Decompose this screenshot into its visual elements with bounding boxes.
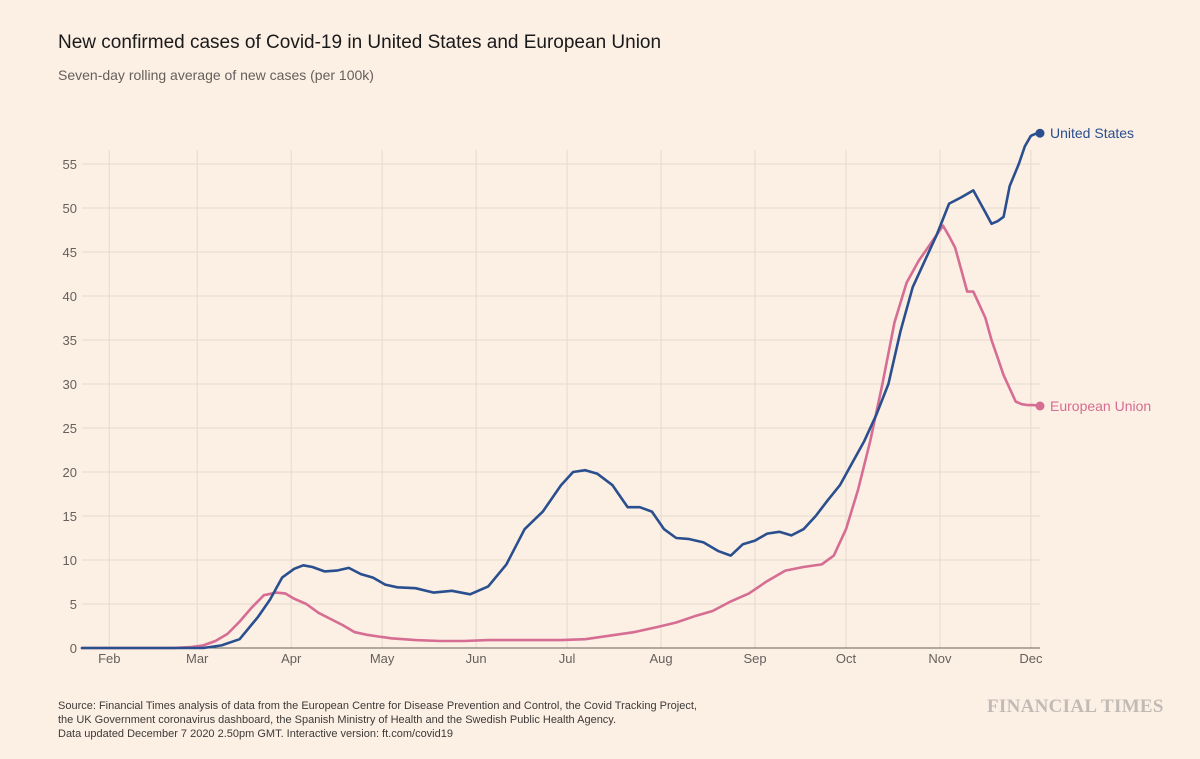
x-tick-label: Nov [928,651,952,666]
series-end-marker [1035,128,1045,138]
series-lines [80,131,1042,650]
y-axis-ticks: 0 5 10 15 20 25 30 35 40 45 50 55 [63,157,77,656]
y-tick-label: 10 [63,553,77,568]
x-axis-ticks: Feb Mar Apr May Jun Jul Aug Sep Oct Nov Dec [98,651,1043,666]
x-tick-label: Dec [1019,651,1043,666]
source-line: Source: Financial Times analysis of data… [58,700,697,712]
x-tick-label: Aug [649,651,672,666]
y-tick-label: 35 [63,333,77,348]
x-tick-label: Oct [836,651,857,666]
y-tick-label: 55 [63,157,77,172]
series-line-united-states [80,131,1042,650]
y-tick-label: 30 [63,377,77,392]
y-tick-label: 15 [63,509,77,524]
source-line: Data updated December 7 2020 2.50pm GMT.… [58,728,453,740]
chart-title: New confirmed cases of Covid-19 in Unite… [58,32,662,53]
y-tick-label: 40 [63,289,77,304]
series-label: United States [1050,125,1134,141]
x-tick-label: Jun [466,651,487,666]
source-line: the UK Government coronavirus dashboard,… [58,714,617,726]
series-line-european-union [80,224,1042,650]
y-tick-label: 45 [63,245,77,260]
x-tick-label: Jul [559,651,576,666]
x-tick-label: Apr [281,651,302,666]
series-end-labels: United States European Union [1035,125,1151,414]
chart-subtitle: Seven-day rolling average of new cases (… [58,67,374,83]
ft-logo: FINANCIAL TIMES [987,696,1164,717]
x-tick-label: Mar [186,651,209,666]
series-label: European Union [1050,398,1151,414]
y-tick-label: 25 [63,421,77,436]
y-tick-label: 50 [63,201,77,216]
x-tick-label: Feb [98,651,120,666]
line-chart: 0 5 10 15 20 25 30 35 40 45 50 55 Feb Mar Apr May Jun Ju… [63,125,1152,666]
series-end-marker [1035,401,1045,411]
gridlines [82,150,1040,648]
y-tick-label: 0 [70,641,77,656]
y-tick-label: 20 [63,465,77,480]
source-note: Source: Financial Times analysis of data… [58,699,758,741]
x-tick-label: May [370,651,395,666]
x-tick-label: Sep [743,651,766,666]
y-tick-label: 5 [70,597,77,612]
